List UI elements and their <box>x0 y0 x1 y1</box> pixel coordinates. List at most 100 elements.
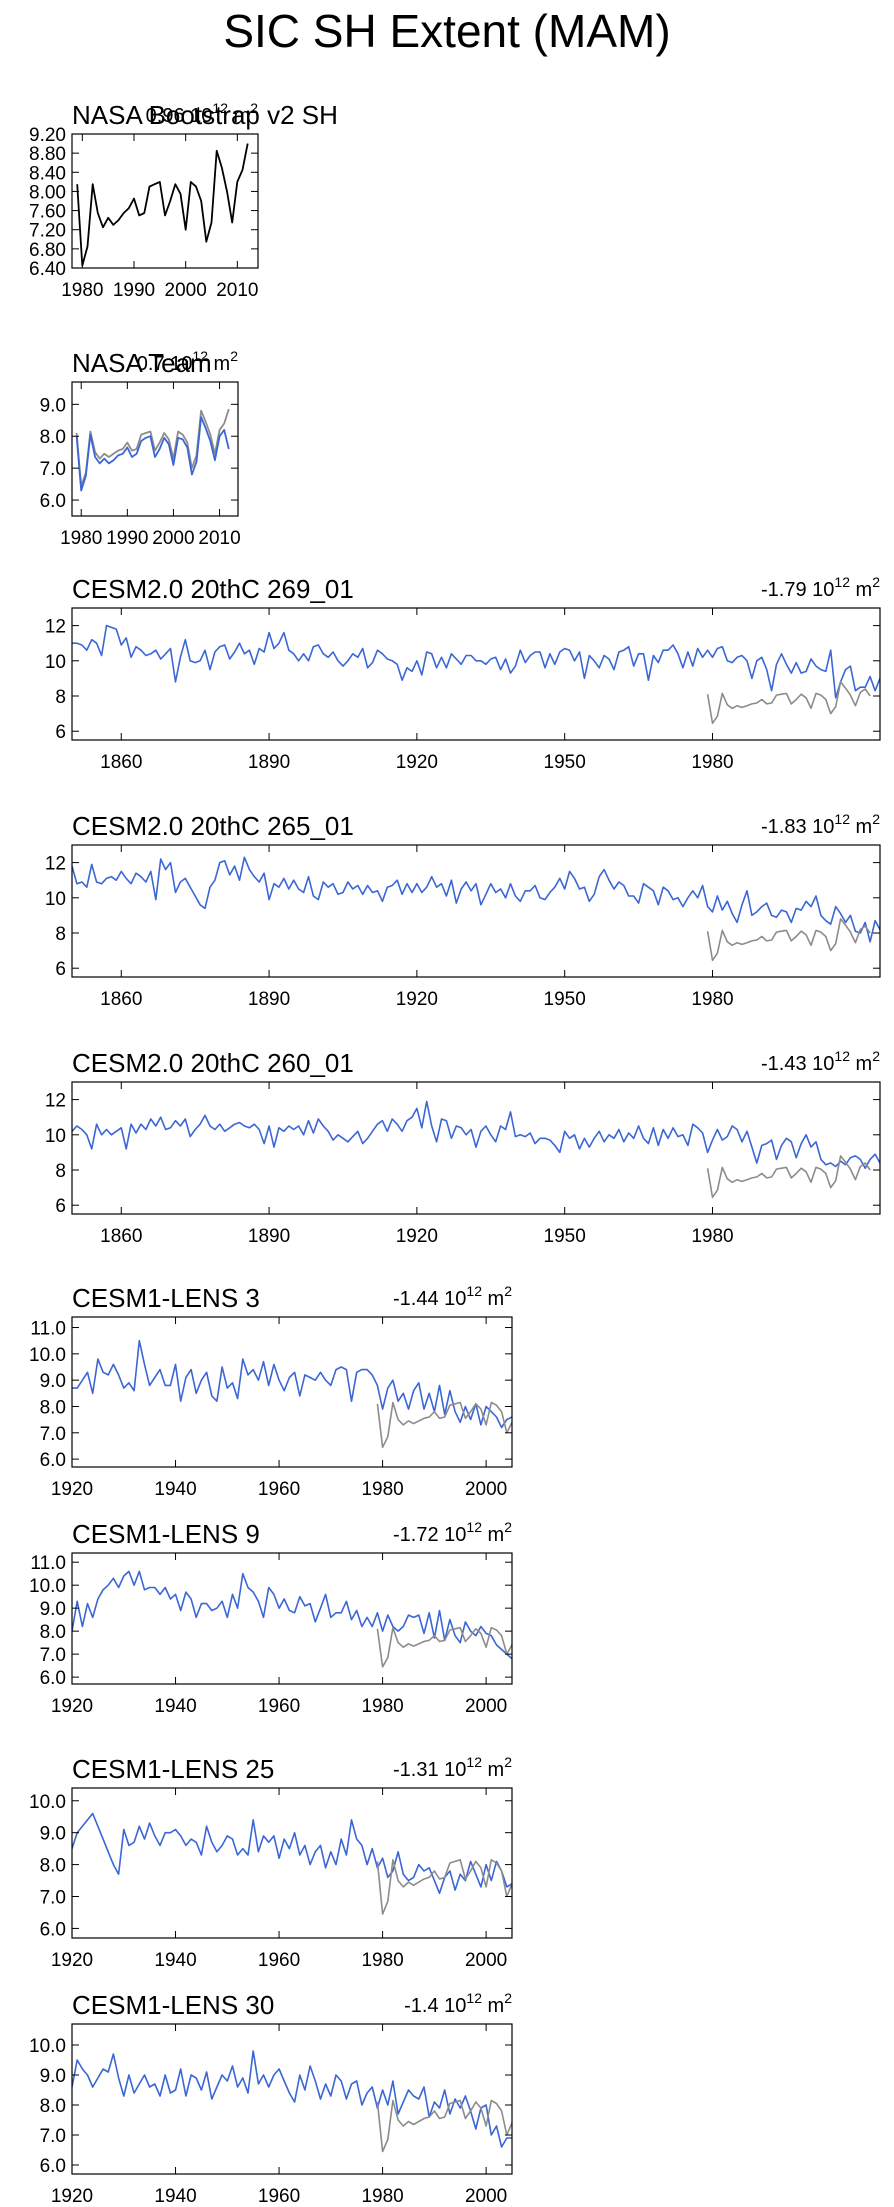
y-tick-label: 8 <box>55 1161 66 1182</box>
x-tick-label: 1980 <box>691 752 733 773</box>
x-tick-label: 2000 <box>465 2186 507 2207</box>
trend-label: -1.43 1012 m2 <box>761 1048 880 1075</box>
panel-2: 6.0 7.0 8.0 9.0 1980 1990 2000 2010 NASA Team0.7… <box>40 348 241 549</box>
x-tick-label: 1980 <box>691 989 733 1010</box>
y-tick-label: 10 <box>45 652 66 673</box>
y-tick-label: 6 <box>55 1196 66 1217</box>
x-tick-label: 2000 <box>152 528 194 549</box>
trend-exponent: 12 <box>192 348 208 364</box>
panel-4: 6 8 10 12 1860 1890 1920 1950 1980 CESM2.0 20thC … <box>45 811 881 1010</box>
y-tick-label: 8.00 <box>29 182 66 203</box>
y-tick-label: 8.40 <box>29 163 66 184</box>
y-tick-label: 6.0 <box>40 1919 66 1940</box>
x-tick-label: 1940 <box>154 1950 196 1971</box>
series-line-model <box>72 1570 512 1660</box>
x-tick-label: 1960 <box>258 2186 300 2207</box>
x-tick-label: 1920 <box>396 752 438 773</box>
panel-title: NASA Team <box>72 348 212 378</box>
x-tick-label: 1920 <box>51 2186 93 2207</box>
series-line-obs <box>706 1155 871 1199</box>
plot-frame <box>71 133 259 269</box>
y-tick-label: 6.40 <box>29 259 66 280</box>
panel-1: 6.406.807.207.608.008.408.809.20 1980 1990… <box>29 100 338 301</box>
x-tick-label: 2010 <box>198 528 240 549</box>
series-line-model <box>72 1812 512 1895</box>
x-tick-label: 1940 <box>154 1696 196 1717</box>
trend-label: -1.31 1012 m2 <box>393 1754 512 1781</box>
trend-text: m <box>208 353 230 375</box>
y-tick-label: 7.0 <box>40 2126 66 2147</box>
y-tick-label: 9.20 <box>29 125 66 146</box>
panel-title: CESM2.0 20thC 260_01 <box>72 1048 354 1078</box>
plot-frame <box>71 381 239 517</box>
y-tick-label: 11.0 <box>30 1553 66 1574</box>
trend-text: -1.4 10 <box>404 1995 466 2017</box>
trend-exponent: 2 <box>872 811 880 827</box>
trend-label: -1.72 1012 m2 <box>393 1519 512 1546</box>
plot-frame <box>71 1787 513 1939</box>
trend-exponent: 12 <box>466 1990 482 2006</box>
x-tick-label: 1940 <box>154 1479 196 1500</box>
series-line-model <box>72 2050 512 2148</box>
x-tick-label: 1960 <box>258 1479 300 1500</box>
series-line-obs <box>376 1401 512 1449</box>
y-tick-label: 9.0 <box>40 1599 66 1620</box>
panel-6: 6.0 7.0 8.0 9.0 10.0 11.0 1920 1940 1960 1980 2000… <box>29 1283 513 1500</box>
x-tick-label: 1860 <box>100 752 142 773</box>
y-tick-label: 9.0 <box>40 395 66 416</box>
trend-label: -1.44 1012 m2 <box>393 1283 512 1310</box>
y-tick-label: 6 <box>55 959 66 980</box>
y-tick-label: 8.80 <box>29 144 66 165</box>
plot-frame <box>71 2023 513 2175</box>
trend-exponent: 12 <box>834 1048 850 1064</box>
y-tick-label: 6.80 <box>29 240 66 261</box>
trend-text: 0.7 10 <box>137 353 193 375</box>
x-tick-label: 1890 <box>248 989 290 1010</box>
y-tick-label: 10.0 <box>29 1792 66 1813</box>
plot-frame <box>71 1316 513 1468</box>
x-tick-label: 1960 <box>258 1950 300 1971</box>
trend-exponent: 12 <box>466 1519 482 1535</box>
x-tick-label: 1980 <box>361 2186 403 2207</box>
trend-exponent: 2 <box>504 1990 512 2006</box>
x-tick-label: 1920 <box>396 989 438 1010</box>
series-line-obs <box>706 681 871 725</box>
y-tick-label: 6.0 <box>40 491 66 512</box>
trend-exponent: 12 <box>466 1754 482 1770</box>
series-line-obs <box>706 918 871 962</box>
x-tick-label: 1980 <box>361 1950 403 1971</box>
panel-7: 6.07.08.09.010.011.0 1920 1940 1960 1980 2000… <box>29 1519 513 1717</box>
x-tick-label: 1860 <box>100 1226 142 1247</box>
x-tick-label: 1980 <box>361 1696 403 1717</box>
x-tick-label: 2000 <box>165 280 207 301</box>
trend-label: 0.7 1012 m2 <box>137 348 238 375</box>
trend-exponent: 2 <box>250 100 258 116</box>
x-tick-label: 1980 <box>61 280 103 301</box>
x-tick-label: 1950 <box>544 1226 586 1247</box>
trend-label: 0.96 1012 m2 <box>146 100 259 127</box>
y-tick-label: 10.0 <box>29 2036 66 2057</box>
series-line-obs <box>376 2099 512 2153</box>
panel-title: CESM2.0 20thC 265_01 <box>72 811 354 841</box>
x-tick-label: 2000 <box>465 1950 507 1971</box>
y-tick-label: 10 <box>45 889 66 910</box>
x-tick-label: 1990 <box>106 528 148 549</box>
x-tick-label: 1980 <box>691 1226 733 1247</box>
y-tick-label: 6 <box>55 722 66 743</box>
x-tick-label: 1920 <box>396 1226 438 1247</box>
x-tick-label: 1950 <box>544 752 586 773</box>
y-tick-label: 8.0 <box>40 1622 66 1643</box>
trend-text: m <box>850 816 872 838</box>
series-line-obs <box>376 1859 512 1915</box>
x-tick-label: 1890 <box>248 1226 290 1247</box>
y-tick-label: 7.0 <box>40 1424 66 1445</box>
x-tick-label: 1960 <box>258 1696 300 1717</box>
trend-exponent: 12 <box>466 1283 482 1299</box>
panel-title: CESM1-LENS 30 <box>72 1990 274 2020</box>
x-tick-label: 2000 <box>465 1479 507 1500</box>
trend-text: m <box>482 1759 504 1781</box>
trend-text: 0.96 10 <box>146 105 213 127</box>
trend-text: -1.72 10 <box>393 1524 466 1546</box>
trend-text: m <box>482 1524 504 1546</box>
x-tick-label: 1980 <box>60 528 102 549</box>
